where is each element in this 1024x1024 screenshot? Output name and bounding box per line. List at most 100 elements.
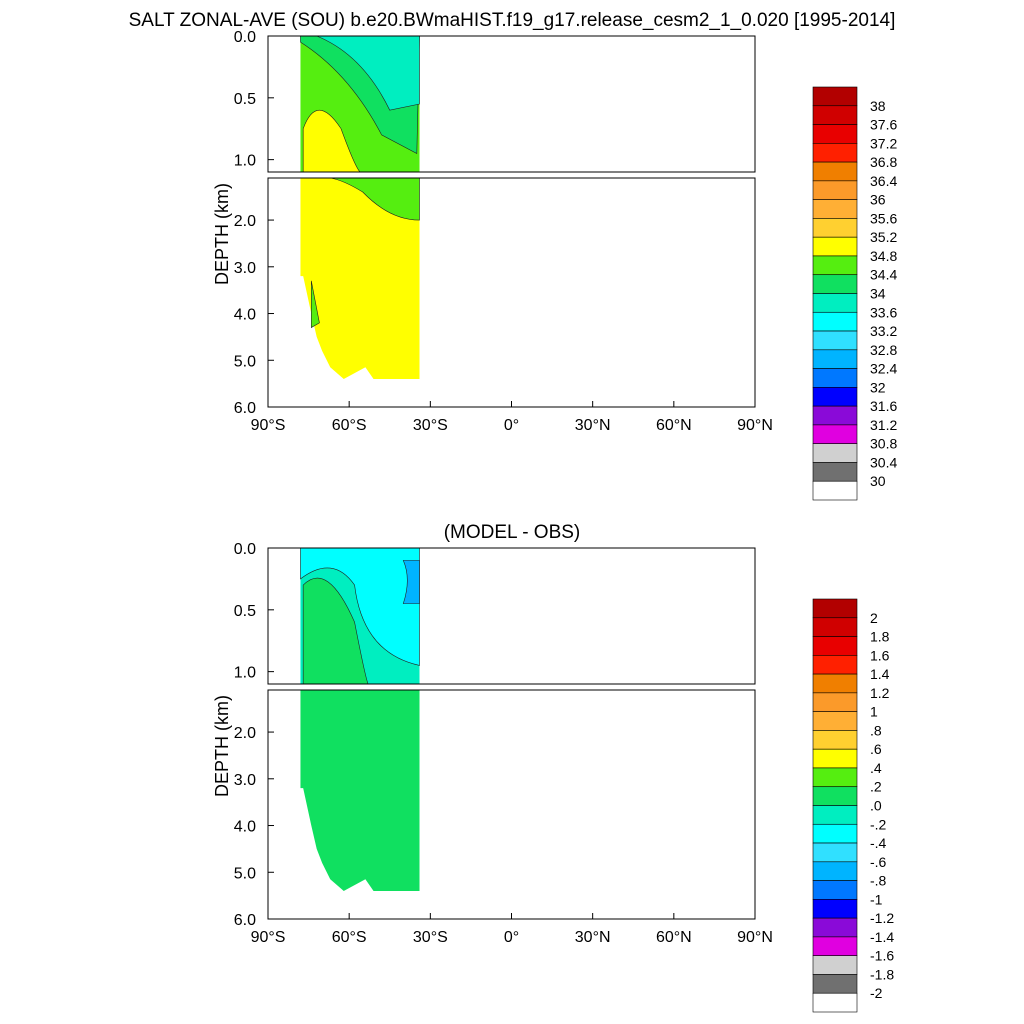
colorbar-label: 37.2	[870, 135, 897, 151]
colorbar-label: -1.4	[870, 929, 894, 945]
colorbar-swatch	[812, 480, 858, 501]
colorbar-swatch	[812, 462, 858, 482]
y-tick-label: 0.0	[234, 29, 256, 46]
upper-axes-frame	[267, 547, 756, 685]
y-tick-label: 1.0	[234, 665, 256, 682]
lower-subpanel	[300, 690, 420, 891]
colorbar-swatch	[812, 330, 858, 351]
colorbar-swatch	[812, 786, 858, 806]
colorbar-label: 2	[870, 610, 878, 626]
colorbar-label: 1.2	[870, 685, 890, 701]
colorbar-label: 32	[870, 379, 886, 395]
y-tick-label: 2.0	[234, 725, 256, 742]
y-tick-label: 2.0	[234, 213, 256, 230]
colorbar-label: -2	[870, 985, 883, 1001]
colorbar-swatch	[812, 311, 858, 332]
colorbar-label: 30.8	[870, 436, 897, 452]
colorbar-label: 34.8	[870, 248, 897, 264]
salt-panel: 90°S 60°S 30°S 0° 30°N 60°N 90°N 0.0 0.5 1.0 2.0 3.…	[212, 29, 897, 501]
colorbar-swatch	[812, 293, 858, 313]
x-tick-label: 90°N	[737, 417, 773, 434]
colorbar-label: 1.4	[870, 666, 890, 682]
x-tick-label: 60°S	[332, 417, 367, 434]
colorbar: 38 37.6 37.2 36.8 36.4 36 35.6 35.2 34.8 34.4 34 33…	[812, 86, 897, 501]
x-tick-label: 60°N	[656, 417, 692, 434]
colorbar-label: 33.2	[870, 323, 897, 339]
y-tick-label: 5.0	[234, 353, 256, 370]
y-tick-label: 4.0	[234, 307, 256, 324]
colorbar-label: -.6	[870, 854, 887, 870]
colorbar-swatch	[812, 274, 858, 294]
colorbar-swatch	[812, 673, 858, 694]
colorbar-label: 31.2	[870, 417, 897, 433]
y-tick-label: 6.0	[234, 400, 256, 417]
colorbar: 21.81.61.41.21.8.6.4.2.0-.2-.4-.6-.8-1-1…	[812, 598, 894, 1013]
colorbar-label: -.8	[870, 873, 887, 889]
x-tick-label: 60°N	[656, 929, 692, 946]
colorbar-label: 36.4	[870, 173, 897, 189]
colorbar-swatch	[812, 917, 858, 938]
colorbar-swatch	[812, 405, 858, 426]
diff-deep-contour	[302, 577, 369, 685]
colorbar-label: -1.8	[870, 966, 894, 982]
colorbar-label: 31.6	[870, 398, 897, 414]
upper-subpanel	[300, 547, 420, 685]
salt-lower-contour	[330, 177, 420, 221]
colorbar-swatch	[812, 349, 858, 369]
x-tick-label: 90°S	[251, 417, 286, 434]
colorbar-label: -.2	[870, 816, 887, 832]
salt-deep-contour	[302, 110, 361, 173]
colorbar-swatch	[812, 692, 858, 712]
x-tick-label: 30°S	[413, 929, 448, 946]
diff-north-contour	[402, 560, 420, 604]
diff-title: (MODEL - OBS)	[444, 522, 581, 543]
y-tick-label: 0.5	[234, 603, 256, 620]
colorbar-swatch	[812, 655, 858, 675]
colorbar-swatch	[812, 823, 858, 844]
colorbar-swatch	[812, 899, 858, 919]
colorbar-swatch	[812, 955, 858, 975]
x-tick-label: 0°	[504, 417, 519, 434]
diff-surface-contour	[300, 547, 420, 666]
colorbar-swatch	[812, 86, 858, 107]
colorbar-label: .6	[870, 741, 882, 757]
upper-axes-frame	[267, 35, 756, 173]
colorbar-label: 36.8	[870, 154, 897, 170]
colorbar-swatch	[812, 880, 858, 900]
x-tick-label: 90°N	[737, 929, 773, 946]
y-tick-label: 3.0	[234, 772, 256, 789]
colorbar-swatch	[812, 424, 858, 444]
main-title: SALT ZONAL-AVE (SOU) b.e20.BWmaHIST.f19_…	[129, 10, 896, 31]
lower-subpanel	[300, 177, 420, 379]
colorbar-label: .4	[870, 760, 882, 776]
colorbar-swatch	[812, 199, 858, 219]
y-tick-label: 4.0	[234, 819, 256, 836]
colorbar-label: 33.6	[870, 304, 897, 320]
colorbar-swatch	[812, 161, 858, 182]
colorbar-label: 30.4	[870, 454, 897, 470]
colorbar-swatch	[812, 842, 858, 863]
colorbar-label: 38	[870, 98, 886, 114]
y-tick-label: 3.0	[234, 260, 256, 277]
colorbar-swatch	[812, 805, 858, 825]
y-tick-label: 5.0	[234, 865, 256, 882]
colorbar-swatch	[812, 255, 858, 276]
colorbar-swatch	[812, 767, 858, 788]
colorbar-swatch	[812, 387, 858, 407]
x-tick-label: 30°S	[413, 417, 448, 434]
x-tick-label: 60°S	[332, 929, 367, 946]
colorbar-label: 1.6	[870, 647, 890, 663]
colorbar-swatch	[812, 124, 858, 144]
colorbar-swatch	[812, 598, 858, 619]
x-tick-label: 0°	[504, 929, 519, 946]
colorbar-label: -1	[870, 891, 883, 907]
colorbar-swatch	[812, 368, 858, 388]
colorbar-swatch	[812, 443, 858, 463]
colorbar-swatch	[812, 936, 858, 956]
colorbar-swatch	[812, 218, 858, 238]
salt-bottom-contour	[310, 280, 320, 329]
lower-main-fill	[300, 690, 420, 891]
colorbar-label: -1.6	[870, 948, 894, 964]
colorbar-label: 32.4	[870, 361, 897, 377]
colorbar-label: 1	[870, 704, 878, 720]
